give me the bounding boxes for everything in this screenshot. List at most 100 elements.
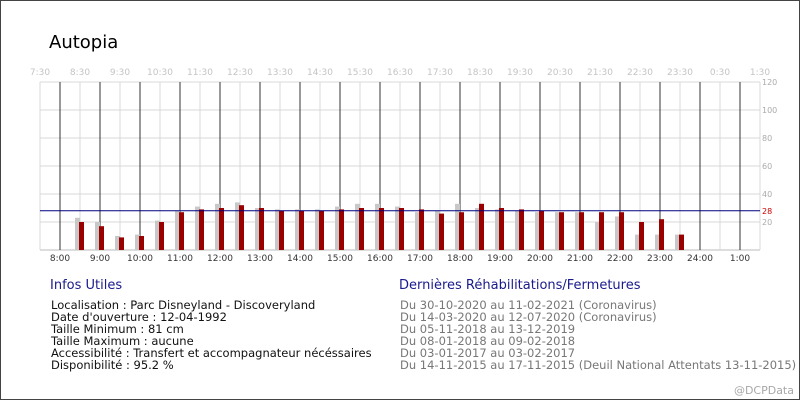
bar-secondary	[455, 203, 460, 250]
top-time-label: 19:30	[507, 68, 533, 78]
bar-secondary	[595, 222, 600, 250]
bar-primary	[199, 209, 204, 250]
bar-primary	[519, 209, 524, 250]
info-line: Taille Minimum : 81 cm	[51, 322, 184, 336]
rehab-line: Du 08-01-2018 au 09-02-2018	[400, 334, 576, 348]
bottom-time-label: 17:00	[407, 254, 433, 264]
bar-primary	[379, 208, 384, 250]
bottom-time-label: 22:00	[607, 254, 633, 264]
bar-secondary	[275, 209, 280, 250]
y-tick-label: 100	[762, 106, 777, 115]
top-time-label: 18:30	[467, 68, 493, 78]
top-time-label: 0:30	[710, 68, 730, 78]
top-time-label: 1:30	[750, 68, 770, 78]
rehab-line: Du 30-10-2020 au 11-02-2021 (Coronavirus…	[400, 298, 657, 312]
bottom-time-label: 19:00	[487, 254, 513, 264]
bar-primary	[419, 209, 424, 250]
bar-secondary	[175, 210, 180, 250]
bottom-time-label: 9:00	[90, 254, 110, 264]
bar-secondary	[315, 209, 320, 250]
info-line: Accessibilité : Transfert et accompagnat…	[51, 346, 372, 360]
bar-secondary	[195, 206, 200, 250]
bar-secondary	[335, 206, 340, 250]
bar-secondary	[475, 208, 480, 250]
bar-secondary	[355, 203, 360, 250]
top-time-label: 16:30	[387, 68, 413, 78]
top-time-label: 23:30	[667, 68, 693, 78]
bar-secondary	[95, 222, 100, 250]
bar-primary	[259, 208, 264, 250]
bottom-time-label: 10:00	[127, 254, 153, 264]
rehab-line: Du 14-03-2020 au 12-07-2020 (Coronavirus…	[400, 310, 657, 324]
info-line: Date d'ouverture : 12-04-1992	[51, 310, 227, 324]
bar-primary	[679, 234, 684, 250]
rehab-line: Du 14-11-2015 au 17-11-2015 (Deuil Natio…	[400, 358, 797, 372]
chart-bars	[75, 202, 684, 250]
bar-secondary	[295, 209, 300, 250]
bar-primary	[79, 222, 84, 250]
y-tick-label: 120	[762, 78, 777, 87]
reference-line-group: 28	[40, 207, 772, 216]
bar-secondary	[235, 202, 240, 250]
bar-secondary	[615, 216, 620, 250]
top-time-label: 17:30	[427, 68, 453, 78]
page-title: Autopia	[49, 32, 119, 53]
bar-primary	[559, 212, 564, 250]
bar-primary	[139, 236, 144, 250]
top-time-label: 22:30	[627, 68, 653, 78]
bar-secondary	[115, 236, 120, 250]
bar-primary	[339, 209, 344, 250]
bar-secondary	[255, 208, 260, 250]
chart-axis-labels: 20 40 60 80 100 120 7:30 8:30 9:30 10:30 11:30 12:3…	[30, 68, 777, 264]
bar-secondary	[555, 212, 560, 250]
top-time-label: 8:30	[70, 68, 90, 78]
info-line: Taille Maximum : aucune	[51, 334, 194, 348]
y-tick-label: 80	[762, 134, 772, 143]
bar-secondary	[435, 210, 440, 250]
rehab-heading: Dernières Réhabilitations/Fermetures	[399, 278, 641, 293]
y-tick-label: 20	[762, 218, 772, 227]
bottom-time-label: 16:00	[367, 254, 393, 264]
bar-primary	[99, 226, 104, 250]
bar-primary	[639, 222, 644, 250]
bottom-time-label: 13:00	[247, 254, 273, 264]
rehab-line: Du 03-01-2017 au 03-02-2017	[400, 346, 576, 360]
bar-secondary	[75, 217, 80, 250]
bar-primary	[179, 212, 184, 250]
bottom-time-label: 8:00	[50, 254, 70, 264]
rehab-line: Du 05-11-2018 au 13-12-2019	[400, 322, 576, 336]
bottom-time-label: 21:00	[567, 254, 593, 264]
bottom-time-label: 24:00	[687, 254, 713, 264]
bottom-time-label: 23:00	[647, 254, 673, 264]
watermark: @DCPData	[733, 384, 794, 397]
bar-secondary	[675, 234, 680, 250]
bar-secondary	[135, 234, 140, 250]
bottom-time-label: 15:00	[327, 254, 353, 264]
top-time-label: 20:30	[547, 68, 573, 78]
y-tick-label: 40	[762, 190, 772, 199]
bar-secondary	[215, 203, 220, 250]
top-time-label: 21:30	[587, 68, 613, 78]
bottom-time-label: 18:00	[447, 254, 473, 264]
bar-secondary	[575, 212, 580, 250]
bar-secondary	[635, 234, 640, 250]
wait-time-chart: 28 20 40 60 80 100 120 7:30 8:30 9:30 10:30 11:30 1…	[30, 68, 777, 264]
top-time-label: 15:30	[347, 68, 373, 78]
reference-line-label: 28	[762, 207, 772, 216]
bar-primary	[319, 210, 324, 250]
bar-primary	[159, 222, 164, 250]
bar-primary	[479, 203, 484, 250]
bar-secondary	[375, 203, 380, 250]
top-time-label: 7:30	[30, 68, 50, 78]
bottom-time-label: 11:00	[167, 254, 193, 264]
bar-primary	[579, 212, 584, 250]
top-time-label: 9:30	[110, 68, 130, 78]
info-line: Disponibilité : 95.2 %	[51, 358, 174, 372]
bar-primary	[439, 213, 444, 250]
top-time-label: 14:30	[307, 68, 333, 78]
top-time-label: 13:30	[267, 68, 293, 78]
bar-secondary	[155, 220, 160, 250]
bar-primary	[599, 212, 604, 250]
top-time-label: 12:30	[227, 68, 253, 78]
bar-primary	[239, 205, 244, 250]
